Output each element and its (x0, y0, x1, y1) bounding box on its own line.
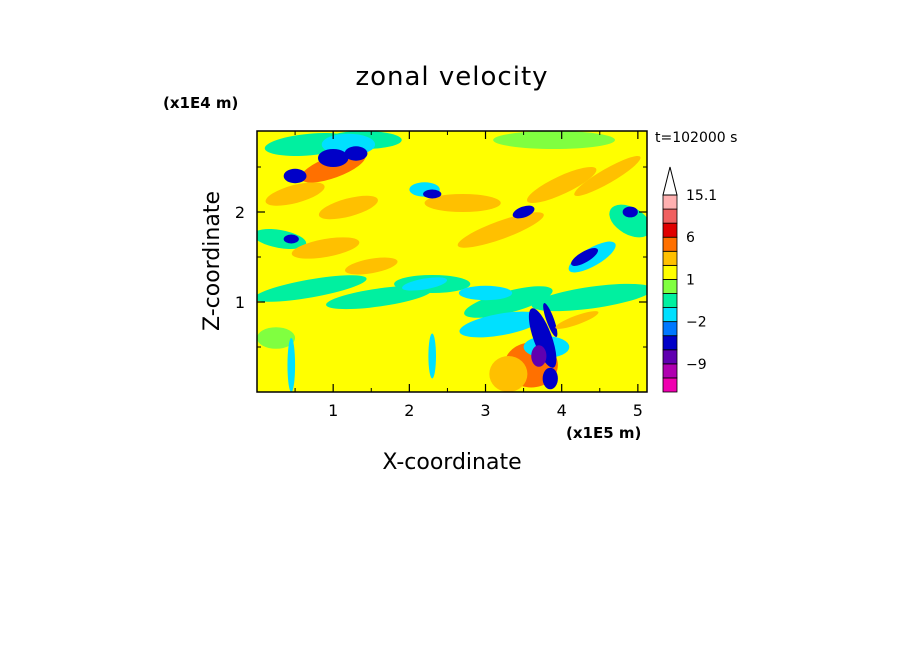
x-tick-label: 3 (480, 401, 490, 420)
contour-region (457, 212, 544, 248)
chart-title: zonal velocity (355, 62, 548, 92)
contour-region (265, 182, 325, 206)
colorbar-level (662, 377, 678, 393)
contour-region (459, 311, 543, 338)
contour-region (571, 248, 599, 266)
colorbar-level (662, 293, 678, 308)
contour-region (542, 367, 558, 390)
contour-region (622, 206, 638, 218)
contour-region (489, 356, 528, 392)
colorbar-level (662, 279, 678, 294)
colorbar-level (662, 349, 678, 365)
contour-region (283, 234, 299, 244)
contour-region (402, 277, 448, 291)
colorbar: 15.1 6 1 −2 −9 (662, 166, 717, 393)
contour-region (543, 303, 558, 337)
contour-region (493, 131, 616, 149)
x-tick-label: 5 (633, 401, 643, 420)
contour-region (428, 333, 437, 379)
contour-region (531, 283, 647, 312)
contour-region (318, 195, 378, 220)
colorbar-level (662, 236, 678, 252)
contour-region (291, 237, 360, 259)
colorbar-level (662, 307, 678, 323)
time-label: t=102000 s (655, 130, 737, 146)
y-axis-label: Z-coordinate (200, 191, 225, 331)
contour-region (464, 286, 553, 318)
contour-region (555, 311, 599, 329)
contour-region (287, 338, 296, 392)
contour-region (257, 327, 296, 349)
x-unit-label: (x1E5 m) (566, 424, 641, 442)
contour-region (326, 285, 432, 310)
contour-region (512, 205, 535, 219)
contour-field (257, 131, 647, 392)
contour-region (344, 146, 368, 161)
x-tick-label: 4 (557, 401, 567, 420)
contour-region (609, 204, 647, 238)
colorbar-level (662, 335, 678, 351)
y-axis-ticks: 12 (235, 166, 647, 348)
colorbar-level (662, 264, 678, 280)
x-axis-ticks: 1 2 3 4 5 (294, 131, 643, 420)
contour-region (257, 229, 307, 249)
colorbar-level (662, 250, 678, 266)
colorbar-level (662, 222, 678, 238)
colorbar-tick-label: 6 (686, 230, 695, 246)
y-tick-label: 2 (235, 203, 245, 222)
contour-region (574, 155, 641, 197)
y-tick-label: 1 (235, 293, 245, 312)
contour-region (283, 168, 307, 184)
x-axis-label: X-coordinate (382, 450, 521, 475)
colorbar-level (662, 321, 678, 337)
plot-frame (256, 130, 648, 393)
contour-region (531, 345, 547, 367)
x-tick-label: 2 (404, 401, 414, 420)
colorbar-level (662, 208, 678, 224)
colorbar-extend-arrow (662, 166, 678, 196)
contour-region (423, 189, 442, 199)
contour-region (528, 308, 557, 368)
colorbar-tick-label: −2 (686, 315, 707, 331)
contour-region (424, 194, 501, 212)
contour-region (458, 285, 513, 301)
contour-region (317, 149, 349, 167)
y-unit-label: (x1E4 m) (163, 94, 238, 112)
contour-region (526, 166, 597, 204)
colorbar-tick-label: 1 (686, 272, 695, 288)
colorbar-level (662, 194, 678, 210)
contour-region (257, 275, 367, 302)
colorbar-tick-label: 15.1 (686, 188, 717, 204)
colorbar-level (662, 363, 678, 379)
colorbar-tick-label: −9 (686, 357, 707, 373)
x-tick-label: 1 (328, 401, 338, 420)
contour-region (344, 257, 398, 275)
